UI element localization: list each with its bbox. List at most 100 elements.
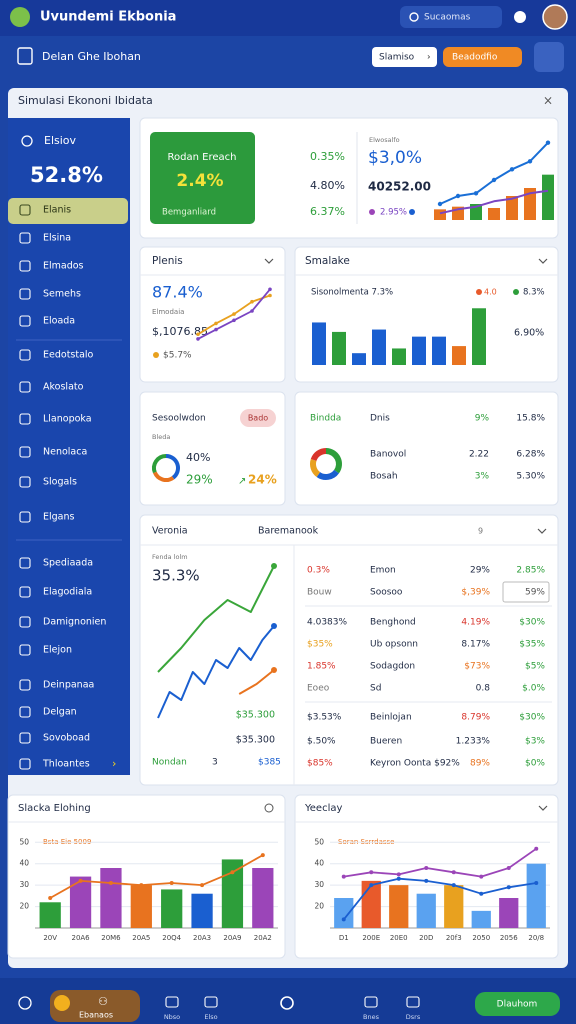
table-cell: $.0% [522, 684, 545, 694]
sidebar-item[interactable]: Elejon [43, 645, 72, 656]
close-icon[interactable]: × [543, 94, 553, 108]
nav-label[interactable]: Ebanaos [79, 1011, 113, 1020]
sidebar-item[interactable]: Deinpanaa [43, 680, 94, 691]
sidebar-item[interactable]: Elmados [43, 261, 84, 272]
legend-dot [476, 289, 482, 295]
sidebar-item[interactable]: Elsina [43, 233, 71, 244]
nav-icon[interactable] [364, 996, 378, 1008]
sidebar-icon [19, 758, 31, 770]
label: 9 [478, 527, 483, 536]
x-tick-label: 20A5 [132, 934, 150, 942]
panel-title: Simulasi Ekononi Ibidata [18, 94, 153, 107]
kpi-sub: 40252.00 [368, 180, 431, 194]
point [250, 309, 254, 313]
y-tick-label: 30 [314, 880, 324, 889]
menu-button[interactable] [534, 42, 564, 72]
point [78, 878, 83, 883]
point [424, 878, 429, 883]
table-cell: 4.0383% [307, 618, 347, 628]
settings-icon[interactable] [264, 803, 274, 813]
bar [416, 893, 436, 928]
table-cell: $.50% [307, 737, 336, 747]
table-cell: Keyron Oonta $92% [370, 759, 460, 769]
label: Fenda lolm [152, 553, 188, 561]
nav-icon[interactable] [18, 996, 32, 1010]
sidebar-item[interactable]: Slogals [43, 477, 77, 488]
sidebar-item[interactable]: Elanis [43, 205, 71, 216]
nav-label[interactable]: Elso [204, 1013, 217, 1021]
avatar[interactable] [542, 4, 568, 30]
sidebar-item[interactable]: Thloantes [42, 759, 90, 770]
point [506, 866, 511, 870]
nav-active[interactable] [50, 990, 140, 1022]
x-tick-label: 2050 [472, 934, 490, 942]
chevron[interactable] [538, 258, 548, 264]
table-cell: 89% [470, 759, 490, 769]
trend-arrow: ↗ [238, 476, 246, 487]
card-title: Smalake [305, 255, 350, 267]
label: 15.8% [516, 414, 545, 424]
line-series [439, 189, 549, 215]
settings-icon[interactable] [514, 11, 526, 23]
label: $35.300 [236, 735, 275, 746]
bar [389, 885, 409, 928]
chevron[interactable] [537, 528, 547, 534]
sidebar-item[interactable]: Nenolaca [43, 447, 87, 458]
sidebar-item[interactable]: Damignonien [43, 617, 106, 628]
search-text[interactable]: Sucaomas [424, 13, 471, 23]
label: 6.28% [516, 450, 545, 460]
bar [130, 885, 152, 928]
action-button[interactable] [475, 992, 560, 1016]
secondary-button[interactable] [443, 47, 522, 67]
sidebar-item[interactable]: Spediaada [43, 558, 93, 569]
sidebar-item[interactable]: Elgans [43, 512, 75, 523]
label: Bemganliard [162, 208, 216, 218]
nav-icon[interactable] [204, 996, 218, 1008]
donut-segment [165, 454, 180, 480]
nav-label[interactable]: Dsrs [406, 1013, 421, 1021]
sidebar-icon [19, 732, 31, 744]
action-label[interactable]: Dlauhom [497, 1000, 538, 1010]
nav-label[interactable]: Bnes [363, 1013, 380, 1021]
table-cell: 0.3% [307, 566, 330, 576]
nav-icon[interactable] [280, 996, 294, 1010]
sidebar-item[interactable]: Sovoboad [43, 733, 90, 744]
search-box[interactable] [400, 6, 502, 28]
point [534, 881, 539, 885]
label: 9% [475, 414, 490, 424]
chevron[interactable] [264, 258, 274, 264]
sidebar-item[interactable]: Akoslato [43, 382, 84, 393]
sidebar-icon [19, 288, 31, 300]
bar [100, 868, 122, 928]
point [473, 191, 479, 196]
card [139, 514, 559, 786]
primary-button[interactable] [372, 47, 437, 67]
table-cell: $73% [464, 662, 490, 672]
point [509, 167, 515, 172]
sidebar-item[interactable]: Eedotstalo [43, 350, 94, 361]
table-cell: Benghond [370, 618, 416, 628]
nav-icon[interactable] [165, 996, 179, 1008]
sidebar-icon [19, 476, 31, 488]
button-label[interactable]: Slamiso [379, 53, 415, 63]
point [506, 885, 511, 890]
nav-label[interactable]: Nbso [164, 1013, 180, 1021]
point [250, 299, 254, 304]
line-series [49, 854, 264, 899]
app-title: Uvundemi Ekbonia [40, 10, 176, 25]
x-tick-label: 20A2 [254, 934, 272, 942]
x-tick-label: 20D [419, 934, 433, 942]
chevron[interactable] [538, 805, 548, 811]
sidebar-item[interactable]: Delgan [43, 707, 77, 718]
point [451, 883, 456, 888]
sidebar-item[interactable]: Elagodiala [43, 587, 92, 598]
sidebar-item[interactable]: Semehs [43, 289, 81, 300]
table-cell: $0% [525, 759, 545, 769]
sidebar-item[interactable]: Eloada [43, 316, 75, 327]
nav-icon[interactable] [406, 996, 420, 1008]
sidebar-icon [19, 616, 31, 628]
sidebar-item[interactable]: Llanopoka [43, 414, 92, 425]
card [294, 391, 559, 506]
button-label[interactable]: Beadodfio [452, 53, 498, 63]
x-tick-label: 20A3 [193, 934, 211, 942]
